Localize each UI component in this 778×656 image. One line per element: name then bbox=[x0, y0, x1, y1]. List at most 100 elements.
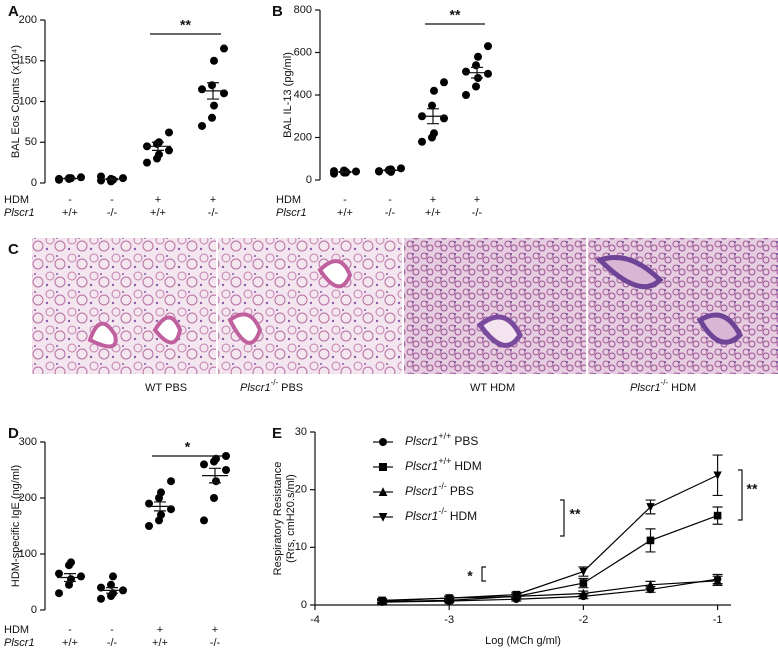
gene: Plscr1 bbox=[405, 459, 438, 473]
point bbox=[330, 167, 338, 176]
genotype-label: +/+ bbox=[152, 637, 168, 649]
point bbox=[55, 569, 63, 578]
axes bbox=[314, 432, 731, 606]
point bbox=[200, 460, 208, 469]
row-label: Plscr1 bbox=[4, 207, 35, 219]
error-bar bbox=[64, 573, 76, 583]
genotype-label: -/- bbox=[472, 207, 483, 219]
point bbox=[212, 477, 220, 486]
error-bar bbox=[106, 587, 118, 594]
hdm-label: - bbox=[110, 624, 114, 636]
point bbox=[462, 67, 470, 76]
y-tick-label: 150 bbox=[19, 55, 37, 67]
gene: Plscr1 bbox=[405, 434, 438, 448]
point bbox=[430, 129, 438, 138]
label: Plscr1-/- PBS bbox=[240, 378, 303, 394]
row-label: HDM bbox=[4, 624, 29, 636]
point bbox=[145, 522, 153, 530]
y-tick-label: 0 bbox=[31, 177, 37, 189]
x-axis-title: Log (MCh g/ml) bbox=[485, 635, 561, 647]
genotype-label: -/- bbox=[210, 637, 221, 649]
y-tick-label: 100 bbox=[19, 95, 37, 107]
point bbox=[484, 69, 492, 78]
genotype: -/- bbox=[661, 378, 669, 387]
point bbox=[198, 85, 206, 94]
y-tick-label: 400 bbox=[294, 89, 312, 101]
error-bar bbox=[209, 467, 221, 484]
point bbox=[472, 61, 480, 70]
histology-image bbox=[218, 238, 402, 374]
error-bar bbox=[339, 170, 351, 173]
significance-bracket bbox=[738, 469, 743, 521]
treatment: HDM bbox=[490, 382, 515, 394]
point bbox=[377, 596, 387, 605]
point bbox=[474, 52, 482, 61]
point bbox=[387, 167, 395, 176]
airway bbox=[227, 259, 353, 345]
error-bar bbox=[471, 66, 483, 79]
y-tick-label: 600 bbox=[294, 46, 312, 58]
point bbox=[397, 164, 405, 173]
histology-image bbox=[404, 238, 586, 374]
point bbox=[210, 494, 218, 502]
genotype-label: -/- bbox=[385, 207, 396, 219]
error-bar bbox=[154, 501, 166, 512]
label-prefix: WT bbox=[470, 382, 487, 394]
treatment: HDM bbox=[450, 509, 477, 523]
point bbox=[713, 576, 722, 585]
point bbox=[462, 91, 470, 99]
point bbox=[713, 511, 722, 520]
point bbox=[97, 583, 105, 592]
panel-label: E bbox=[272, 425, 282, 442]
genotype-label: +/+ bbox=[150, 207, 166, 219]
significance: ** bbox=[747, 481, 758, 497]
gene: Plscr1 bbox=[630, 382, 661, 394]
point bbox=[208, 113, 216, 122]
label: Plscr1+/+ PBS bbox=[405, 431, 478, 448]
airway bbox=[595, 255, 744, 345]
error-bar bbox=[427, 108, 439, 125]
treatment: PBS bbox=[281, 382, 303, 394]
y-tick-label: 0 bbox=[31, 604, 37, 616]
y-tick-label: 300 bbox=[19, 436, 37, 448]
point bbox=[210, 56, 218, 65]
significance: ** bbox=[570, 506, 581, 522]
point bbox=[143, 158, 151, 167]
genotype: +/+ bbox=[438, 456, 451, 466]
hdm-label: + bbox=[155, 194, 161, 206]
y-tick-label: 50 bbox=[25, 136, 37, 148]
label-prefix: WT bbox=[145, 382, 162, 394]
hdm-label: - bbox=[68, 194, 72, 206]
significance-bracket bbox=[481, 566, 486, 582]
gene: Plscr1 bbox=[405, 509, 438, 523]
point bbox=[97, 172, 105, 181]
hdm-label: + bbox=[212, 624, 218, 636]
hdm-label: + bbox=[474, 194, 480, 206]
point bbox=[445, 594, 454, 603]
point bbox=[222, 452, 230, 460]
y-axis-title: BAL Eos Counts (x10⁴) bbox=[10, 45, 22, 158]
airway bbox=[476, 314, 523, 348]
panel-label: A bbox=[8, 3, 19, 20]
hdm-label: - bbox=[110, 194, 114, 206]
y-axis-title: BAL IL-13 (pg/ml) bbox=[282, 52, 294, 138]
point bbox=[155, 150, 163, 159]
gene: Plscr1 bbox=[405, 484, 438, 498]
label: Plscr1-/- PBS bbox=[405, 481, 474, 498]
genotype-label: -/- bbox=[208, 207, 219, 219]
point bbox=[167, 477, 175, 486]
y-tick-label: 100 bbox=[19, 548, 37, 560]
point bbox=[157, 488, 165, 497]
point bbox=[55, 589, 63, 598]
series-line bbox=[382, 474, 718, 601]
point bbox=[200, 516, 208, 525]
genotype: -/- bbox=[438, 481, 447, 491]
point bbox=[222, 466, 230, 474]
panel-label: C bbox=[8, 241, 19, 258]
error-bar bbox=[106, 177, 118, 181]
treatment: PBS bbox=[454, 434, 478, 448]
point bbox=[579, 567, 588, 577]
point bbox=[210, 101, 218, 110]
point bbox=[713, 471, 722, 480]
